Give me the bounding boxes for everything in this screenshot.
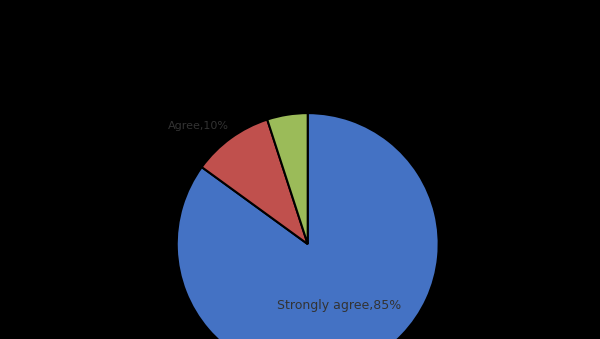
Text: Agree,10%: Agree,10%	[168, 121, 229, 131]
Text: Strongly agree,85%: Strongly agree,85%	[277, 299, 401, 312]
Wedge shape	[202, 120, 308, 244]
Wedge shape	[267, 113, 308, 244]
Wedge shape	[177, 113, 439, 339]
